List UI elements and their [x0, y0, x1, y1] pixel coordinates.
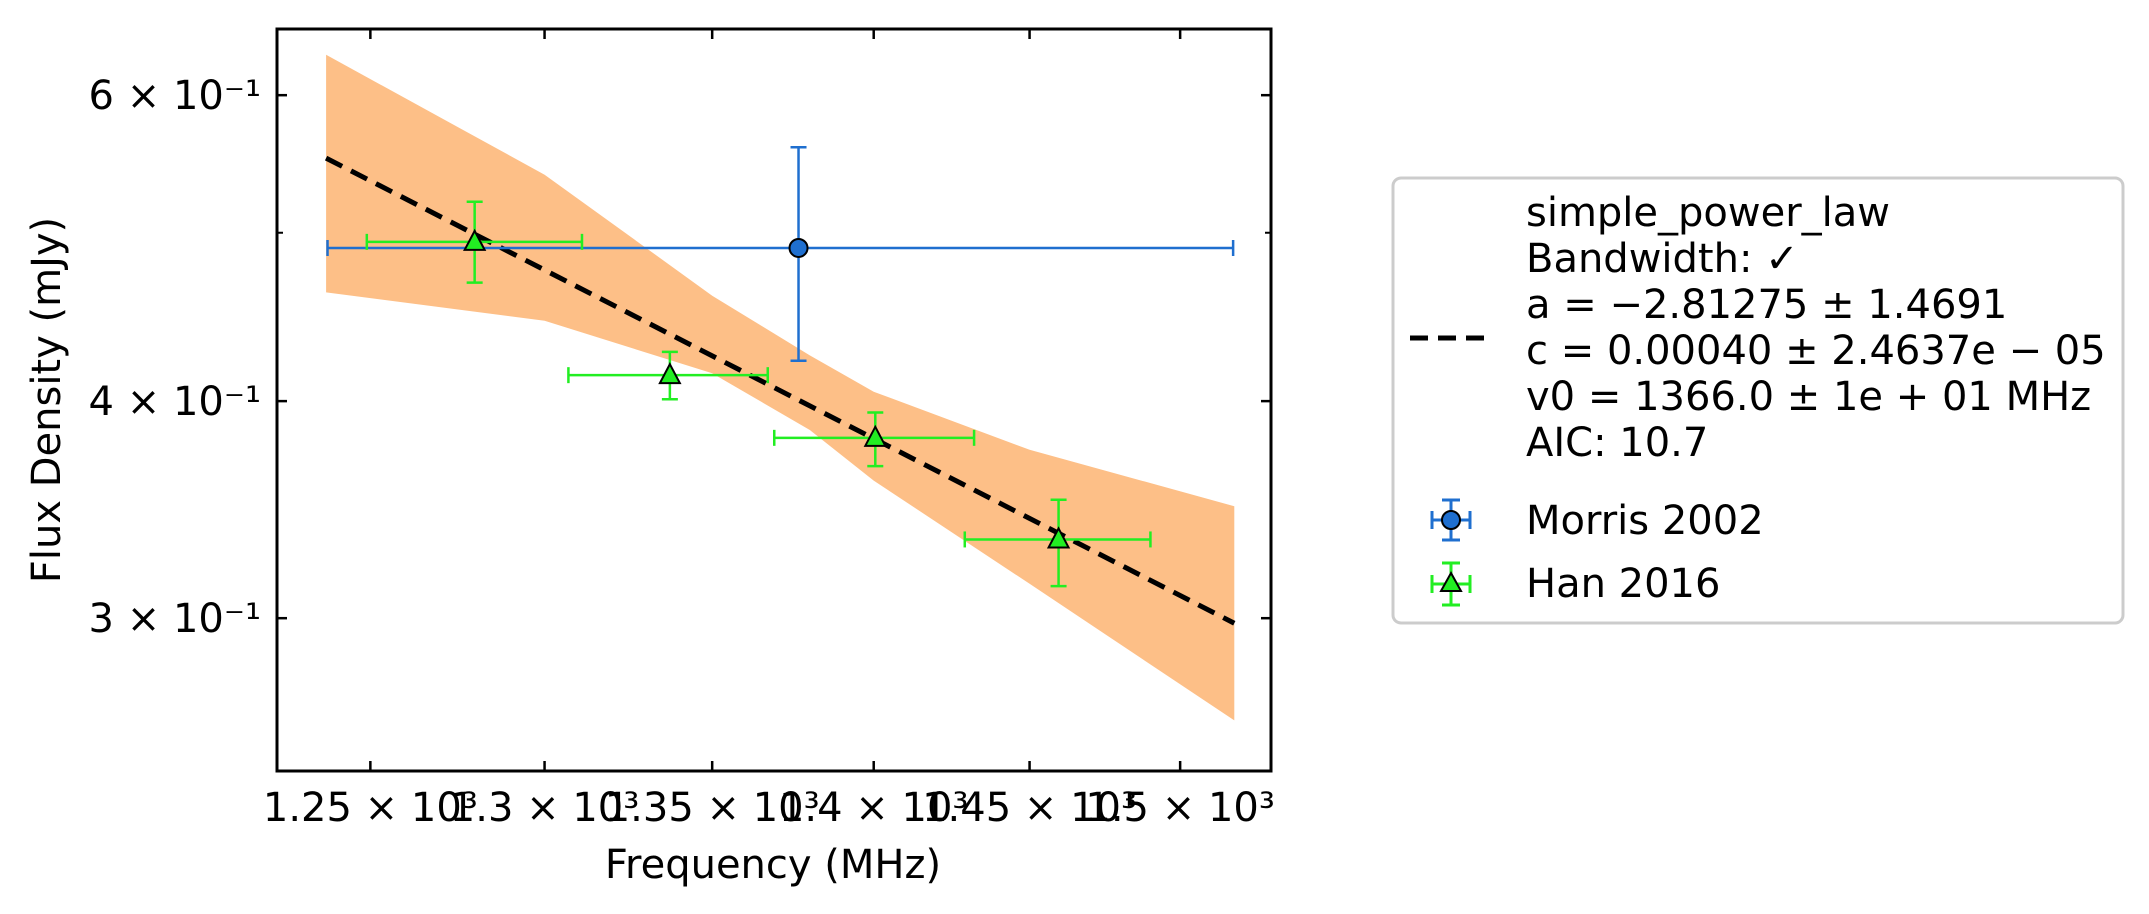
triangle-marker	[462, 228, 487, 251]
legend-model-line-5: v0 = 1366.0 ± 1e + 01 MHz	[1526, 374, 2091, 420]
uncertainty-band	[326, 54, 1235, 721]
y-tick-label: 6 × 10⁻¹	[89, 73, 261, 119]
data-points-layer	[326, 145, 1235, 588]
y-tick-label: 3 × 10⁻¹	[89, 596, 261, 642]
x-tick-label: 1.3 × 10³	[450, 785, 640, 831]
legend-han-swatch	[1430, 561, 1472, 607]
x-tick-label: 1.4 × 10³	[779, 785, 969, 831]
legend-morris-swatch	[1430, 498, 1472, 542]
x-tick-label: 1.5 × 10³	[1085, 785, 1275, 831]
legend: simple_power_law Bandwidth: ✓ a = −2.812…	[1391, 176, 2125, 625]
data-point-han-1	[567, 350, 770, 401]
uncertainty-band-layer	[326, 54, 1235, 721]
data-point-han-0	[365, 200, 584, 284]
legend-model-line-6: AIC: 10.7	[1526, 420, 1708, 466]
y-axis-label: Flux Density (mJy)	[24, 217, 70, 583]
triangle-marker	[863, 424, 887, 447]
data-point-han-2	[773, 411, 976, 468]
legend-model-line-1: simple_power_law	[1526, 190, 1890, 236]
triangle-marker	[1046, 526, 1071, 549]
legend-model-line-4: c = 0.00040 ± 2.4637e − 05	[1526, 328, 2106, 374]
circle-marker	[788, 237, 809, 258]
x-tick-label: 1.35 × 10³	[605, 785, 820, 831]
x-tick-label: 1.45 × 10³	[922, 785, 1137, 831]
legend-morris-label: Morris 2002	[1526, 498, 1764, 544]
x-axis-label: Frequency (MHz)	[605, 842, 941, 888]
y-tick-label: 4 × 10⁻¹	[89, 379, 261, 425]
legend-box	[1391, 176, 2125, 625]
legend-han-label: Han 2016	[1526, 561, 1720, 607]
x-tick-label: 1.25 × 10³	[263, 785, 478, 831]
legend-model-line-3: a = −2.81275 ± 1.4691	[1526, 282, 2007, 328]
triangle-marker	[658, 362, 682, 385]
legend-model-line-2: Bandwidth: ✓	[1526, 236, 1799, 282]
data-point-han-3	[963, 498, 1152, 588]
